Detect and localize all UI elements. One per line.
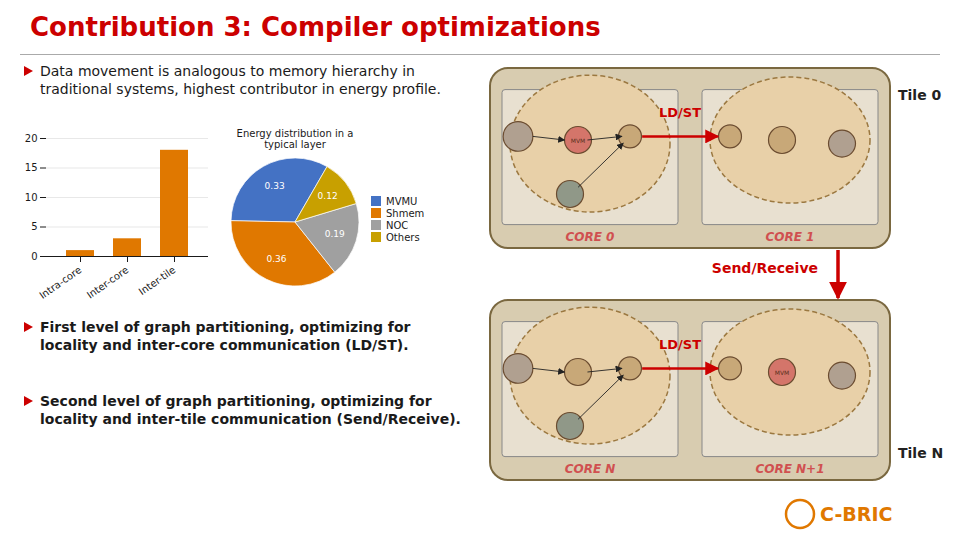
svg-text:LD/ST: LD/ST	[659, 105, 701, 120]
svg-text:CORE 1: CORE 1	[766, 230, 815, 244]
html-text:Energy distribution in a typic: Energy distribution in a typical layer	[236, 128, 354, 150]
svg-text:0.12: 0.12	[318, 191, 338, 201]
html-text:Contribution 3: Compiler optim: Contribution 3: Compiler optimizations	[30, 12, 601, 42]
svg-text:CORE 0: CORE 0	[566, 230, 615, 244]
html-text:Data movement is analogous to: Data movement is analogous to memory hie…	[40, 63, 441, 97]
svg-text:20: 20	[25, 133, 38, 144]
svg-text:0: 0	[31, 251, 37, 262]
html-text:NOC: NOC	[386, 219, 409, 231]
svg-text:0.19: 0.19	[325, 229, 345, 239]
html-text:Shmem: Shmem	[386, 207, 425, 219]
html-text:First level of graph partition: First level of graph partitioning, optim…	[40, 319, 411, 353]
svg-text:0.36: 0.36	[266, 254, 286, 264]
svg-text:Tile N: Tile N	[898, 445, 943, 461]
svg-text:LD/ST: LD/ST	[659, 337, 701, 352]
svg-text:Inter-core: Inter-core	[85, 264, 131, 301]
svg-text:15: 15	[25, 162, 38, 173]
svg-text:Send/Receive: Send/Receive	[712, 260, 818, 276]
svg-text:Tile 0: Tile 0	[898, 87, 942, 103]
html-text:MVMU: MVMU	[386, 195, 418, 207]
svg-text:CORE N: CORE N	[565, 462, 616, 476]
svg-text:10: 10	[25, 192, 38, 203]
svg-text:MVM: MVM	[775, 369, 789, 376]
svg-text:5: 5	[31, 221, 37, 232]
svg-text:Inter-tile: Inter-tile	[137, 264, 178, 297]
svg-text:Intra-core: Intra-core	[37, 264, 83, 301]
svg-text:C-BRIC: C-BRIC	[820, 503, 892, 525]
svg-text:CORE N+1: CORE N+1	[755, 462, 824, 476]
svg-text:MVM: MVM	[571, 137, 585, 144]
html-text:Second level of graph partitio: Second level of graph partitioning, opti…	[40, 393, 461, 427]
html-text:Others: Others	[386, 231, 420, 243]
svg-text:0.33: 0.33	[265, 181, 285, 191]
